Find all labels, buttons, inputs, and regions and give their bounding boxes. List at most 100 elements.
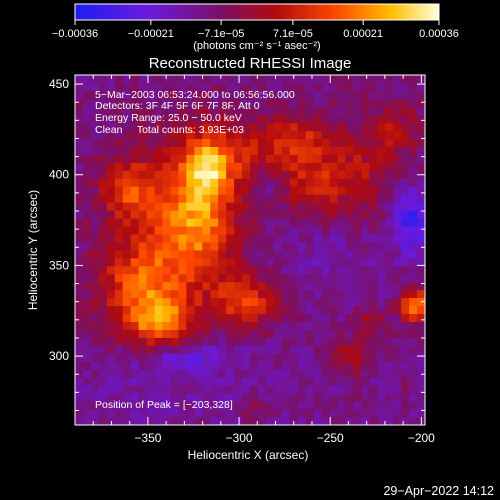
heatmap-cell: [82, 273, 92, 283]
heatmap-cell: [226, 194, 235, 203]
heatmap-cell: [122, 210, 132, 219]
heatmap-cell: [313, 385, 322, 394]
heatmap-cell: [345, 82, 354, 92]
heatmap-cell: [178, 138, 187, 147]
heatmap-cell: [297, 162, 307, 171]
heatmap-cell: [329, 417, 338, 425]
heatmap-cell: [401, 106, 410, 116]
heatmap-cell: [90, 202, 100, 211]
heatmap-cell: [313, 170, 322, 179]
heatmap-cell: [409, 242, 418, 251]
heatmap-cell: [242, 250, 251, 259]
heatmap-cell: [409, 234, 418, 243]
heatmap-cell: [234, 313, 243, 322]
heatmap-cell: [98, 202, 108, 211]
heatmap-cell: [289, 385, 299, 394]
heatmap-cell: [401, 305, 410, 315]
heatmap-cell: [329, 98, 338, 108]
heatmap-cell: [114, 194, 124, 203]
heatmap-cell: [265, 154, 275, 163]
heatmap-cell: [162, 369, 171, 378]
heatmap-cell: [297, 409, 307, 418]
heatmap-cell: [82, 393, 92, 402]
heatmap-cell: [265, 218, 275, 227]
heatmap-cell: [130, 234, 140, 243]
heatmap-cell: [369, 226, 378, 235]
heatmap-cell: [297, 345, 307, 354]
heatmap-cell: [305, 122, 315, 132]
heatmap-cell: [122, 138, 132, 147]
heatmap-cell: [106, 281, 116, 291]
heatmap-cell: [162, 273, 171, 283]
heatmap-cell: [401, 138, 410, 147]
heatmap-cell: [337, 138, 346, 147]
heatmap-cell: [305, 162, 315, 171]
heatmap-cell: [353, 393, 362, 402]
heatmap-cell: [146, 273, 155, 283]
heatmap-cell: [377, 393, 386, 402]
heatmap-cell: [146, 409, 155, 418]
heatmap-cell: [218, 393, 227, 402]
heatmap-cell: [146, 186, 155, 195]
heatmap-cell: [234, 202, 243, 211]
heatmap-cell: [265, 257, 275, 267]
annotation-time-range: 5−Mar−2003 06:53:24.000 to 06:56:56.000: [95, 89, 295, 101]
heatmap-cell: [329, 242, 338, 251]
heatmap-cell: [337, 273, 346, 283]
heatmap-cell: [186, 114, 195, 124]
heatmap-cell: [409, 377, 418, 386]
heatmap-cell: [82, 337, 92, 346]
heatmap-cell: [122, 170, 132, 179]
heatmap-cell: [82, 98, 92, 108]
heatmap-cell: [409, 170, 418, 179]
heatmap-cell: [234, 162, 243, 171]
heatmap-cell: [98, 409, 108, 418]
heatmap-cell: [138, 226, 147, 235]
heatmap-cell: [162, 329, 171, 338]
heatmap-cell: [265, 281, 275, 291]
heatmap-cell: [265, 146, 275, 155]
heatmap-cell: [210, 345, 219, 354]
heatmap-cell: [98, 170, 108, 179]
heatmap-cell: [401, 345, 410, 354]
heatmap-cell: [393, 90, 402, 100]
heatmap-cell: [242, 122, 251, 132]
heatmap-cell: [186, 90, 195, 100]
heatmap-cell: [377, 289, 386, 299]
heatmap-cell: [178, 297, 187, 307]
heatmap-cell: [210, 297, 219, 307]
heatmap-cell: [289, 114, 299, 124]
heatmap-cell: [353, 210, 362, 219]
heatmap-cell: [273, 178, 283, 187]
heatmap-cell: [162, 385, 171, 394]
heatmap-cell: [321, 257, 330, 267]
heatmap-cell: [313, 75, 322, 84]
heatmap-cell: [369, 273, 378, 283]
heatmap-cell: [202, 385, 211, 394]
heatmap-cell: [369, 417, 378, 425]
heatmap-cell: [114, 250, 124, 259]
heatmap-cell: [321, 313, 330, 322]
heatmap-cell: [75, 90, 84, 100]
heatmap-cell: [138, 361, 147, 370]
heatmap-cell: [186, 417, 195, 425]
heatmap-cell: [353, 186, 362, 195]
heatmap-cell: [242, 146, 251, 155]
heatmap-cell: [353, 146, 362, 155]
heatmap-cell: [257, 337, 267, 346]
heatmap-cell: [194, 250, 203, 259]
heatmap-cell: [170, 401, 179, 410]
heatmap-cell: [377, 130, 386, 140]
heatmap-cell: [337, 257, 346, 267]
colorbar-gradient: [75, 4, 439, 20]
heatmap-cell: [297, 401, 307, 410]
heatmap-cell: [329, 170, 338, 179]
heatmap-cell: [257, 178, 267, 187]
heatmap-cell: [138, 194, 147, 203]
heatmap-cell: [321, 82, 330, 92]
heatmap-cell: [337, 75, 346, 84]
heatmap-cell: [393, 122, 402, 132]
heatmap-cell: [226, 361, 235, 370]
heatmap-cell: [154, 170, 163, 179]
heatmap-cell: [194, 377, 203, 386]
